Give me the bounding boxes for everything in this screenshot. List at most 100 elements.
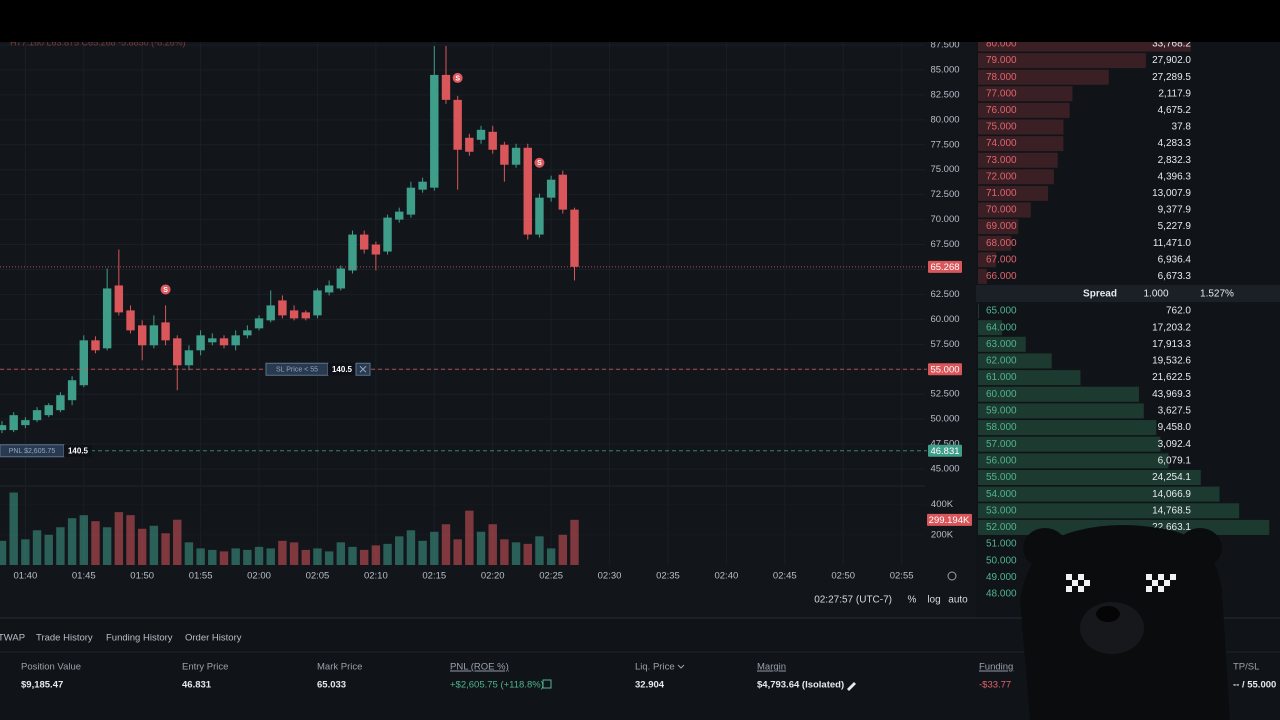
- tab[interactable]: TWAP: [0, 633, 25, 644]
- candle-body: [67, 380, 77, 401]
- bid-depth-bar: [978, 486, 1220, 502]
- volume-bar: [56, 527, 65, 565]
- chart-control[interactable]: auto: [948, 595, 968, 606]
- ask-price: 66.000: [986, 271, 1017, 282]
- candle-body: [9, 415, 18, 431]
- sell-marker-label: S: [537, 160, 542, 167]
- ask-size: 37.8: [1172, 122, 1192, 133]
- ask-size: 13,007.9: [1152, 188, 1191, 199]
- volume-tag: [927, 513, 972, 526]
- candle-body: [173, 338, 182, 366]
- x-tick-label: 01:55: [189, 571, 213, 582]
- price-tag-label: 46.831: [930, 446, 959, 457]
- volume-bar: [359, 549, 369, 565]
- position-label: Funding: [979, 662, 1013, 673]
- pnl-share-icon[interactable]: [542, 679, 552, 689]
- bid-size: 24,254.1: [1152, 472, 1191, 483]
- volume-bar: [324, 551, 334, 565]
- volume-bar: [546, 548, 556, 565]
- volume-bar: [558, 534, 568, 565]
- y-tick-label: 45.000: [930, 464, 959, 475]
- margin-edit-icon[interactable]: [847, 682, 856, 691]
- position-label: TP/SL: [1233, 662, 1259, 673]
- y-tick-label: 52.500: [930, 389, 959, 400]
- volume-bar: [488, 524, 497, 565]
- volume-bar: [313, 548, 322, 565]
- volume-bar: [289, 542, 299, 565]
- price-tag: [928, 363, 962, 376]
- candle-body: [570, 209, 579, 267]
- bid-price: 61.000: [986, 372, 1017, 383]
- chart-control[interactable]: log: [927, 595, 940, 606]
- position-label: Margin: [757, 662, 786, 673]
- bear-nose: [1096, 606, 1120, 622]
- bid-price: 53.000: [986, 505, 1017, 516]
- volume-bar: [430, 531, 439, 565]
- volume-bar: [219, 551, 229, 565]
- ask-depth-bar: [978, 169, 1054, 185]
- ask-price: 67.000: [986, 254, 1017, 265]
- liq-dropdown-icon[interactable]: [677, 664, 685, 669]
- bid-price: 60.000: [986, 389, 1017, 400]
- volume-bar: [243, 549, 252, 565]
- volume-bar: [395, 536, 404, 565]
- ask-price: 73.000: [986, 155, 1017, 166]
- volume-bar: [254, 546, 264, 565]
- ask-price: 72.000: [986, 171, 1017, 182]
- candle-body: [430, 74, 439, 188]
- bid-depth-bar: [978, 320, 1002, 336]
- tab[interactable]: Trade History: [36, 633, 93, 644]
- bid-size: 762.0: [1166, 306, 1191, 317]
- x-tick-label: 01:50: [130, 571, 154, 582]
- candle-body: [289, 310, 299, 319]
- volume-bar: [406, 530, 416, 565]
- ask-depth-bar: [978, 185, 1049, 201]
- settings-icon[interactable]: [947, 571, 957, 581]
- tab[interactable]: Order History: [185, 633, 242, 644]
- ask-depth-bar: [978, 119, 1064, 135]
- ask-price: 75.000: [986, 122, 1017, 133]
- bid-price: 52.000: [986, 522, 1017, 533]
- sunglasses: [1066, 574, 1176, 592]
- position-value: 65.033: [317, 680, 346, 691]
- bid-price: 49.000: [986, 572, 1017, 583]
- volume-bar: [371, 545, 381, 565]
- candle-body: [137, 325, 147, 346]
- volume-bar: [102, 527, 112, 565]
- bid-price: 56.000: [986, 455, 1017, 466]
- pnl-size: [64, 444, 92, 457]
- volume-tag-label: 299.194K: [929, 515, 970, 526]
- volume-bar: [278, 540, 287, 565]
- y-tick-label: 57.500: [930, 339, 959, 350]
- ask-size: 4,396.3: [1158, 171, 1192, 182]
- bid-size: 14,768.5: [1152, 505, 1191, 516]
- volume-bar: [114, 512, 124, 565]
- candle-body: [126, 310, 135, 331]
- ask-depth-bar: [978, 252, 997, 268]
- candle-body: [535, 197, 544, 235]
- bid-price: 57.000: [986, 439, 1017, 450]
- timestamp: 02:27:57 (UTC-7): [814, 595, 892, 606]
- bid-depth-bar: [978, 420, 1157, 436]
- ask-depth-bar: [978, 268, 987, 284]
- ask-price: 69.000: [986, 221, 1017, 232]
- tab[interactable]: Funding History: [106, 633, 173, 644]
- position-label: Position Value: [21, 662, 81, 673]
- chart-control[interactable]: %: [908, 595, 917, 606]
- x-tick-label: 02:30: [598, 571, 622, 582]
- volume-bar: [21, 539, 30, 565]
- candle-body: [243, 330, 252, 336]
- price-tag: [928, 444, 962, 457]
- y-tick-label: 62.500: [930, 289, 959, 300]
- volume-bar: [535, 536, 544, 565]
- spread-percent: 1.527%: [1200, 289, 1234, 300]
- candle-body: [114, 285, 124, 313]
- webcam-overlay: [1020, 525, 1230, 720]
- ask-size: 6,673.3: [1158, 271, 1192, 282]
- position-value: -$33.77: [979, 680, 1011, 691]
- pnl-tag-text: PNL $2,605.75: [9, 448, 56, 455]
- position-value: +$2,605.75 (+118.8%): [450, 680, 544, 691]
- position-value: $4,793.64 (Isolated): [757, 680, 844, 691]
- price-tag: [928, 260, 962, 273]
